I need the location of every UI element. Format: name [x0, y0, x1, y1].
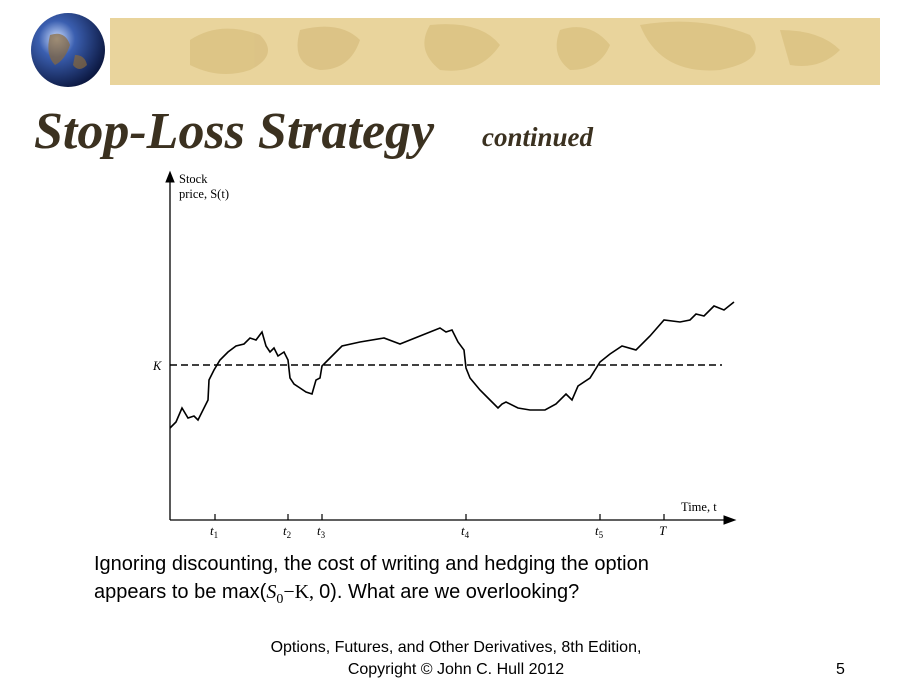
body-part: −K, [283, 581, 319, 603]
body-line: appears to be max(S0−K, 0). What are we … [94, 581, 579, 607]
y-axis-label: Stock [179, 172, 208, 186]
time-label: t1 [210, 523, 218, 540]
time-label-sub: 5 [599, 530, 604, 540]
time-label-base: T [659, 523, 667, 538]
figure-labels: Stock price, S(t) Time, t K [152, 172, 717, 514]
body-line: Ignoring discounting, the cost of writin… [94, 553, 649, 575]
body-text: Ignoring discounting, the cost of writin… [94, 553, 649, 607]
subtitle: continued [482, 122, 594, 152]
time-label: t2 [283, 523, 291, 540]
page-number: 5 [836, 661, 845, 678]
time-labels: t1 t2 t3 t4 t5 T [210, 523, 667, 540]
time-label: t3 [317, 523, 326, 540]
time-label-sub: 1 [214, 530, 219, 540]
time-ticks [214, 514, 665, 520]
time-label-base: t [317, 523, 321, 538]
time-label-sub: 3 [321, 530, 326, 540]
footer-line: Options, Futures, and Other Derivatives,… [271, 639, 642, 656]
title: Stop-Loss Strategy [34, 103, 435, 160]
time-label: t5 [595, 523, 604, 540]
x-axis-label: Time, t [681, 500, 717, 514]
banner-map [190, 21, 840, 75]
body-sub: 0 [276, 592, 283, 607]
body-part: 0). What are we overlooking? [319, 581, 579, 603]
time-label-base: t [595, 523, 599, 538]
time-label-base: t [461, 523, 465, 538]
price-path [169, 301, 735, 429]
footer: Options, Futures, and Other Derivatives,… [271, 639, 845, 678]
time-label: t4 [461, 523, 470, 540]
time-label-base: t [210, 523, 214, 538]
y-arrow [165, 170, 175, 183]
time-label-sub: 2 [287, 530, 292, 540]
y-axis-label: price, S(t) [179, 187, 229, 201]
footer-line: Copyright © John C. Hull 2012 [348, 661, 564, 678]
body-part: appears to be max( [94, 581, 267, 603]
figure [165, 170, 737, 525]
x-arrow [723, 515, 737, 525]
globe-land [48, 33, 87, 69]
body-var: S [266, 581, 276, 603]
strike-label: K [152, 359, 162, 373]
time-label-base: t [283, 523, 287, 538]
time-label-sub: 4 [465, 530, 470, 540]
time-label: T [659, 523, 667, 538]
